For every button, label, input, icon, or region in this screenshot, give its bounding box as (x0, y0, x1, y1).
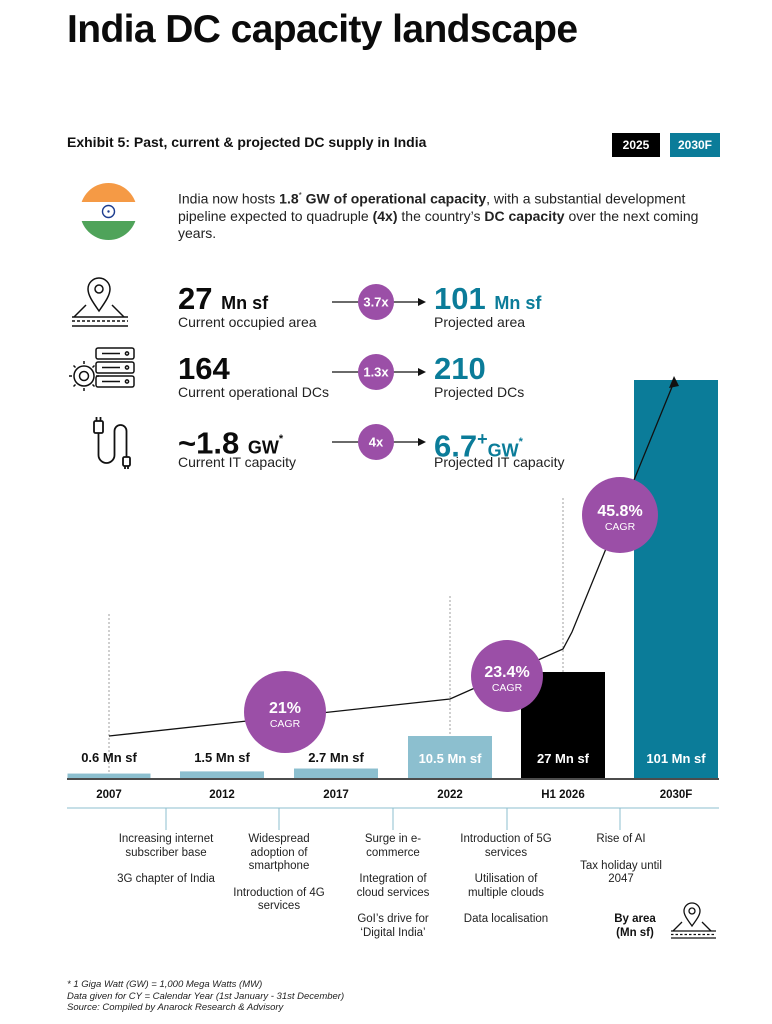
stat-dc-current-label: Current operational DCs (178, 384, 329, 400)
svg-text:3.7x: 3.7x (363, 295, 389, 310)
driver-2007-2012: Increasing internet subscriber base 3G ch… (117, 833, 215, 885)
badge-projected-year: 2030F (670, 133, 720, 157)
multiplier-it: 4x (332, 424, 426, 460)
bar-2012 (180, 771, 264, 778)
cagr-bubble (582, 477, 658, 553)
cagr-bubble (471, 640, 543, 712)
server-rack-icon (69, 347, 135, 391)
cagr-label: CAGR (605, 521, 636, 533)
multiplier-dcs: 1.3x (332, 354, 426, 390)
x-tick-label: 2017 (323, 789, 349, 801)
bar-2030f (634, 380, 718, 778)
bar-value-label: 10.5 Mn sf (419, 751, 483, 766)
stat-dc-projected: 210 (434, 351, 486, 386)
stat-dc-current: 164 (178, 351, 230, 386)
stat-area-projected: 101 Mn sf (434, 281, 542, 316)
x-tick-label: 2007 (96, 789, 122, 801)
cagr-value: 21% (269, 700, 301, 717)
multiplier-area: 3.7x (332, 284, 426, 320)
driver-2022-2026: Introduction of 5G services Utilisation o… (460, 833, 552, 925)
stat-it-current-label: Current IT capacity (178, 454, 297, 470)
footnotes: * 1 Giga Watt (GW) = 1,000 Mega Watts (M… (67, 979, 345, 1013)
trend-arrowhead (669, 376, 679, 388)
chart-legend-label: By area (Mn sf) (614, 913, 656, 939)
cagr-value: 23.4% (484, 664, 529, 681)
bar-2022 (408, 736, 492, 778)
stat-area-current-label: Current occupied area (178, 314, 317, 330)
bar-value-label: 2.7 Mn sf (308, 750, 364, 765)
stat-dc-projected-label: Projected DCs (434, 384, 525, 400)
bar-value-label: 0.6 Mn sf (81, 750, 137, 765)
intro-text: India now hosts 1.8* GW of operational c… (178, 190, 699, 241)
stat-area-current: 27 Mn sf (178, 281, 269, 316)
x-tick-label: 2030F (660, 789, 693, 801)
svg-text:1.3x: 1.3x (363, 365, 389, 380)
stat-it-current: ~1.8 GW* (178, 425, 284, 461)
bar-value-label: 101 Mn sf (646, 751, 706, 766)
page-title: India DC capacity landscape (67, 8, 578, 51)
cagr-value: 45.8% (597, 503, 642, 520)
dc-supply-chart: 0.6 Mn sf 1.5 Mn sf 2.7 Mn sf 10.5 Mn sf 27 … (67, 376, 719, 830)
stat-it-projected-label: Projected IT capacity (434, 454, 565, 470)
driver-2026-2030: Rise of AI Tax holiday until 2047 (580, 833, 662, 885)
cagr-bubble (244, 671, 326, 753)
driver-2017-2022: Surge in e-commerce Integration of cloud … (356, 833, 430, 939)
cagr-label: CAGR (270, 718, 301, 730)
map-pin-area-icon (72, 277, 128, 327)
cagr-label: CAGR (492, 682, 523, 694)
stat-area-projected-label: Projected area (434, 314, 526, 330)
exhibit-caption: Exhibit 5: Past, current & projected DC … (67, 134, 427, 150)
india-flag-icon (80, 183, 137, 240)
map-pin-area-legend-icon (671, 902, 716, 939)
stat-it-projected: 6.7+GW* (434, 428, 523, 464)
x-tick-label: H1 2026 (541, 789, 584, 801)
bar-value-label: 27 Mn sf (537, 751, 590, 766)
bar-2017 (294, 768, 378, 778)
badge-current-year: 2025 (612, 133, 660, 157)
bar-value-label: 1.5 Mn sf (194, 750, 250, 765)
x-tick-label: 2022 (437, 789, 463, 801)
x-tick-label: 2012 (209, 789, 235, 801)
power-plug-icon (93, 417, 131, 469)
svg-text:4x: 4x (369, 435, 384, 450)
bar-2007 (67, 773, 151, 778)
driver-2012-2017: Widespread adoption of smartphone Introdu… (233, 833, 325, 912)
